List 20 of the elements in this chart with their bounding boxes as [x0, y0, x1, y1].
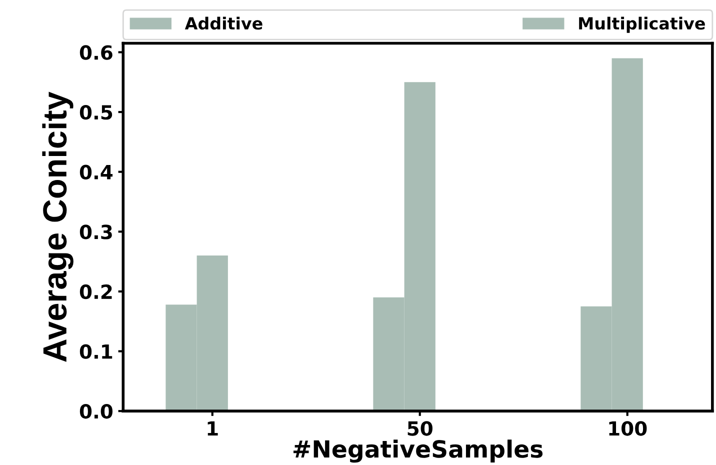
- y-tick-label: 0.3: [80, 224, 112, 240]
- legend-label: Additive: [184, 16, 262, 30]
- bar: [196, 256, 228, 412]
- bar: [166, 304, 197, 412]
- x-tick-label: 1: [208, 421, 218, 436]
- y-tick-label: 0.6: [80, 45, 112, 60]
- y-tick-label: 0.4: [80, 164, 113, 180]
- y-tick-label: 0.2: [80, 284, 112, 300]
- bar: [580, 306, 612, 412]
- x-tick-label: 50: [408, 421, 432, 436]
- y-tick-label: 0.1: [80, 344, 112, 359]
- legend-label: Multiplicative: [579, 16, 705, 33]
- y-axis-title: Average Conicity: [42, 92, 74, 362]
- bar: [373, 297, 404, 412]
- y-tick-label: 0.5: [80, 104, 112, 120]
- x-axis-title: #NegativeSamples: [293, 440, 543, 463]
- y-tick-label: 0.0: [80, 404, 112, 419]
- x-tick-label: 100: [609, 421, 647, 436]
- bar: [612, 58, 643, 412]
- bar: [404, 82, 436, 412]
